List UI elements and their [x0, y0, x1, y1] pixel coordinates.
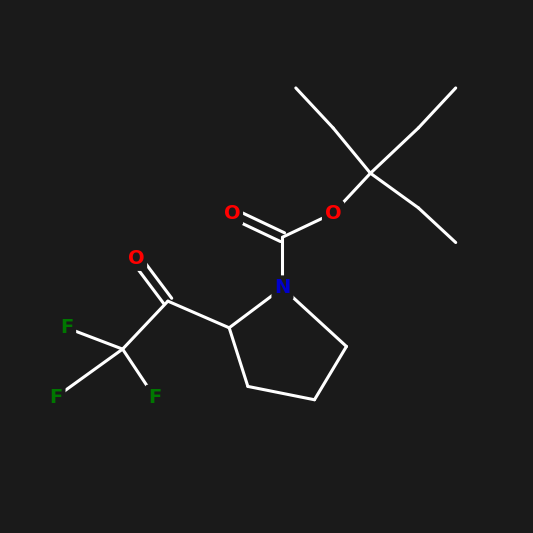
- Text: F: F: [50, 387, 62, 407]
- Text: N: N: [274, 278, 290, 297]
- Text: O: O: [223, 204, 240, 223]
- Text: O: O: [127, 249, 144, 268]
- Text: O: O: [325, 204, 342, 223]
- Text: F: F: [60, 318, 73, 337]
- Text: F: F: [148, 387, 161, 407]
